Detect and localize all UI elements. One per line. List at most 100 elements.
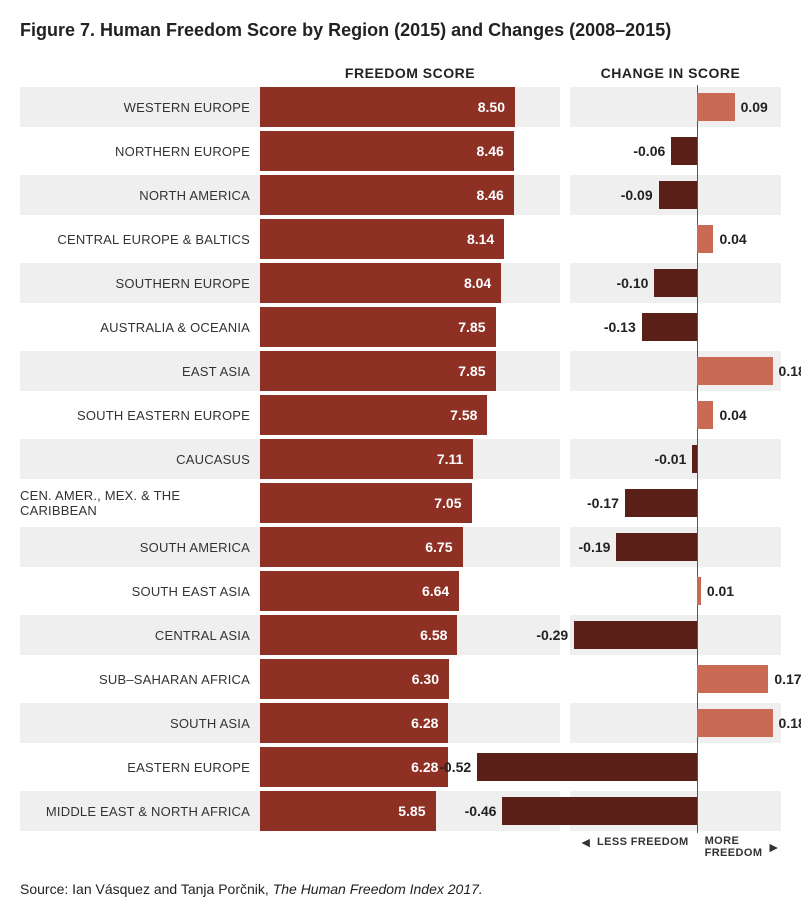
change-bar xyxy=(659,181,697,209)
source-line: Source: Ian Vásquez and Tanja Porčnik, T… xyxy=(20,881,781,897)
zero-axis xyxy=(697,173,698,217)
change-bar xyxy=(697,93,735,121)
region-label: EAST ASIA xyxy=(20,351,260,391)
change-value: 0.01 xyxy=(707,583,734,599)
change-value: -0.19 xyxy=(579,539,611,555)
region-label: SOUTH EAST ASIA xyxy=(20,571,260,611)
change-bar xyxy=(642,313,697,341)
figure-title: Figure 7. Human Freedom Score by Region … xyxy=(20,20,781,41)
change-value: 0.18 xyxy=(779,715,801,731)
column-headers: FREEDOM SCORE CHANGE IN SCORE xyxy=(20,65,781,81)
change-value: 0.04 xyxy=(719,407,746,423)
change-cell: -0.10 xyxy=(570,263,781,303)
score-cell: 8.50 xyxy=(260,87,560,127)
header-score: FREEDOM SCORE xyxy=(260,65,560,81)
change-cell: 0.17 xyxy=(570,659,781,699)
region-label: SOUTH AMERICA xyxy=(20,527,260,567)
more-freedom-label: MORE FREEDOM ► xyxy=(705,835,781,859)
region-label: SOUTH EASTERN EUROPE xyxy=(20,395,260,435)
source-prefix: Source: Ian Vásquez and Tanja Porčnik, xyxy=(20,881,273,897)
score-bar: 6.28 xyxy=(260,703,448,743)
change-cell: 0.09 xyxy=(570,87,781,127)
chart-row: CEN. AMER., MEX. & THE CARIBBEAN7.05-0.1… xyxy=(20,483,781,523)
score-bar: 8.46 xyxy=(260,131,514,171)
score-bar: 8.50 xyxy=(260,87,515,127)
arrow-right-icon: ► xyxy=(767,840,781,854)
score-bar: 6.58 xyxy=(260,615,457,655)
change-bar xyxy=(574,621,696,649)
header-change: CHANGE IN SCORE xyxy=(560,65,781,81)
score-cell: 7.85 xyxy=(260,307,560,347)
change-bar xyxy=(697,577,701,605)
score-cell: 8.46 xyxy=(260,131,560,171)
score-cell: 6.64 xyxy=(260,571,560,611)
score-bar: 6.64 xyxy=(260,571,459,611)
region-label: AUSTRALIA & OCEANIA xyxy=(20,307,260,347)
zero-axis xyxy=(697,525,698,569)
score-cell: 6.58 xyxy=(260,615,560,655)
score-bar: 8.04 xyxy=(260,263,501,303)
chart-row: MIDDLE EAST & NORTH AFRICA5.85 -0.46 xyxy=(20,791,781,831)
chart-row: CENTRAL EUROPE & BALTICS8.140.04 xyxy=(20,219,781,259)
change-axis-labels: ◄ LESS FREEDOM MORE FREEDOM ► xyxy=(20,835,781,855)
change-cell: -0.52 xyxy=(570,747,781,787)
region-label: NORTH AMERICA xyxy=(20,175,260,215)
chart-row: SOUTH ASIA6.280.18 xyxy=(20,703,781,743)
arrow-left-icon: ◄ xyxy=(579,835,593,849)
less-freedom-text: LESS FREEDOM xyxy=(597,836,689,848)
change-cell: -0.01 xyxy=(570,439,781,479)
change-cell: -0.19 xyxy=(570,527,781,567)
score-cell: 7.58 xyxy=(260,395,560,435)
change-cell: 0.01 xyxy=(570,571,781,611)
region-label: WESTERN EUROPE xyxy=(20,87,260,127)
change-cell: -0.17 xyxy=(570,483,781,523)
change-value: -0.09 xyxy=(621,187,653,203)
change-cell: -0.29 xyxy=(570,615,781,655)
score-bar: 7.11 xyxy=(260,439,473,479)
change-bar xyxy=(502,797,696,825)
change-value: -0.13 xyxy=(604,319,636,335)
change-value: -0.10 xyxy=(616,275,648,291)
chart-row: CAUCASUS7.11-0.01 xyxy=(20,439,781,479)
less-freedom-label: ◄ LESS FREEDOM xyxy=(579,835,689,849)
change-cell: -0.13 xyxy=(570,307,781,347)
chart-row: CENTRAL ASIA6.58 -0.29 xyxy=(20,615,781,655)
change-bar xyxy=(616,533,696,561)
score-bar: 7.85 xyxy=(260,307,496,347)
region-label: CENTRAL ASIA xyxy=(20,615,260,655)
score-bar: 5.85 xyxy=(260,791,436,831)
score-bar: 6.28 xyxy=(260,747,448,787)
zero-axis xyxy=(697,789,698,833)
chart-row: SUB–SAHARAN AFRICA6.300.17 xyxy=(20,659,781,699)
change-bar xyxy=(654,269,696,297)
score-cell: 6.30 xyxy=(260,659,560,699)
change-value: 0.04 xyxy=(719,231,746,247)
change-cell: -0.09 xyxy=(570,175,781,215)
change-cell: 0.18 xyxy=(570,351,781,391)
score-cell: 8.14 xyxy=(260,219,560,259)
zero-axis xyxy=(697,261,698,305)
chart-row: EAST ASIA7.850.18 xyxy=(20,351,781,391)
chart-container: FREEDOM SCORE CHANGE IN SCORE WESTERN EU… xyxy=(20,65,781,855)
change-cell: 0.04 xyxy=(570,395,781,435)
chart-row: SOUTH EASTERN EUROPE7.58 0.04 xyxy=(20,395,781,435)
change-bar xyxy=(697,357,773,385)
change-bar xyxy=(697,401,714,429)
change-value: -0.46 xyxy=(465,803,497,819)
change-value: -0.17 xyxy=(587,495,619,511)
more-freedom-text: MORE FREEDOM xyxy=(705,835,763,859)
change-cell: -0.06 xyxy=(570,131,781,171)
score-cell: 7.11 xyxy=(260,439,560,479)
region-label: SOUTH ASIA xyxy=(20,703,260,743)
change-bar xyxy=(697,225,714,253)
score-bar: 7.58 xyxy=(260,395,487,435)
chart-row: SOUTH AMERICA6.75-0.19 xyxy=(20,527,781,567)
change-bar xyxy=(671,137,696,165)
chart-row: SOUTH EAST ASIA6.64 0.01 xyxy=(20,571,781,611)
change-value: -0.06 xyxy=(633,143,665,159)
change-bar xyxy=(692,445,696,473)
region-label: MIDDLE EAST & NORTH AFRICA xyxy=(20,791,260,831)
region-label: SUB–SAHARAN AFRICA xyxy=(20,659,260,699)
score-cell: 8.46 xyxy=(260,175,560,215)
score-cell: 7.85 xyxy=(260,351,560,391)
